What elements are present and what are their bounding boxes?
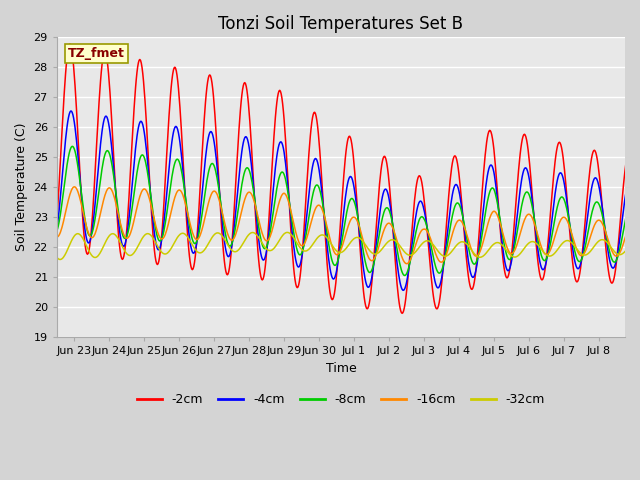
Line: -2cm: -2cm [39, 44, 633, 313]
Y-axis label: Soil Temperature (C): Soil Temperature (C) [15, 123, 28, 252]
Text: TZ_fmet: TZ_fmet [68, 47, 125, 60]
Line: -16cm: -16cm [39, 186, 633, 264]
Line: -4cm: -4cm [39, 111, 633, 290]
Line: -32cm: -32cm [39, 232, 633, 260]
Title: Tonzi Soil Temperatures Set B: Tonzi Soil Temperatures Set B [218, 15, 463, 33]
Line: -8cm: -8cm [39, 145, 633, 276]
Legend: -2cm, -4cm, -8cm, -16cm, -32cm: -2cm, -4cm, -8cm, -16cm, -32cm [132, 388, 550, 411]
X-axis label: Time: Time [326, 362, 356, 375]
